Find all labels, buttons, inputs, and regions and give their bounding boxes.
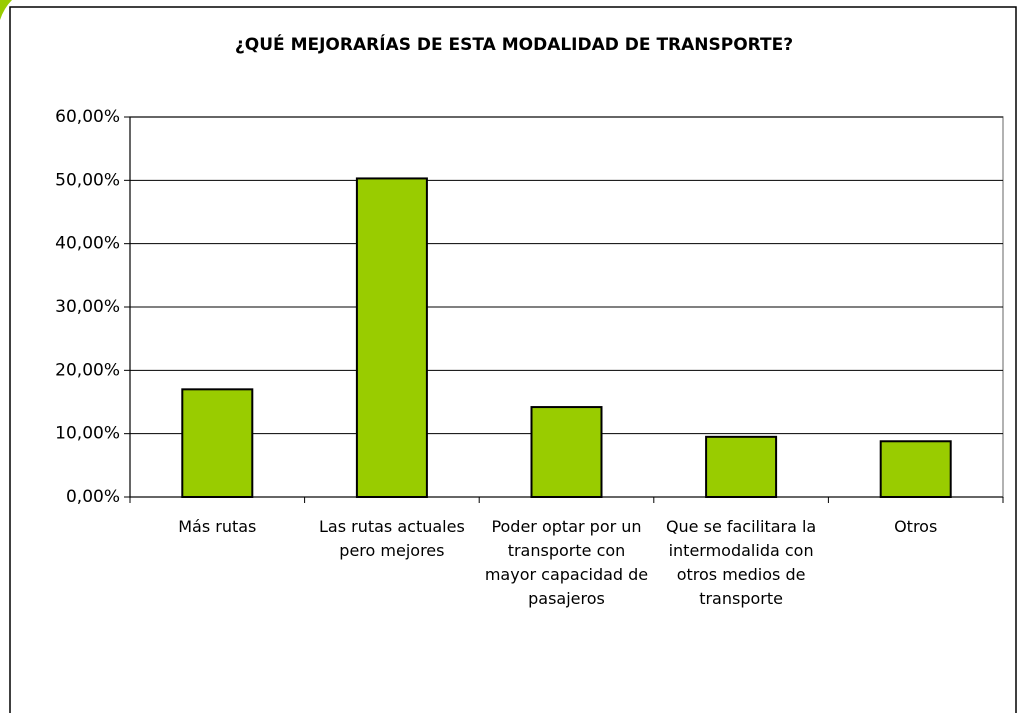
x-tick-label: Poder optar por un transporte con mayor … bbox=[484, 517, 649, 608]
chart-frame bbox=[9, 6, 1017, 713]
bar bbox=[530, 406, 603, 499]
y-tick-label: 60,00% bbox=[55, 107, 120, 127]
x-tick-label: Otros bbox=[894, 517, 938, 536]
y-tick-label: 10,00% bbox=[55, 424, 120, 444]
x-tick-label: Más rutas bbox=[178, 517, 257, 536]
corner-accent bbox=[0, 0, 12, 20]
x-tick-label: Que se facilitara la intermodalida con o… bbox=[665, 517, 817, 608]
y-tick-label: 30,00% bbox=[55, 297, 120, 317]
y-tick-label: 40,00% bbox=[55, 234, 120, 254]
bar bbox=[879, 440, 952, 498]
y-tick-label: 0,00% bbox=[66, 487, 120, 507]
bar bbox=[355, 177, 428, 499]
bar bbox=[181, 388, 254, 499]
y-tick-label: 50,00% bbox=[55, 170, 120, 190]
y-tick-label: 20,00% bbox=[55, 360, 120, 380]
chart-title: ¿QUÉ MEJORARÍAS DE ESTA MODALIDAD DE TRA… bbox=[235, 33, 793, 55]
x-tick-label: Las rutas actuales pero mejores bbox=[318, 517, 465, 560]
bar bbox=[705, 435, 778, 499]
